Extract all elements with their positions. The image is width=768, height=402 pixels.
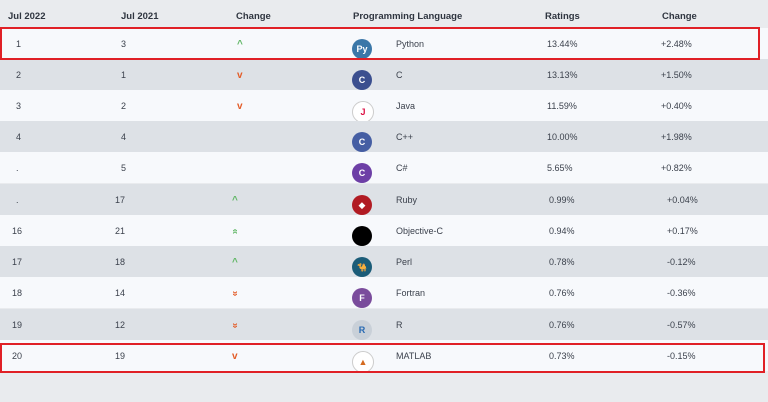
fortran-icon: F	[352, 288, 372, 308]
change-value: -0.57%	[667, 320, 696, 330]
language-name: Java	[396, 101, 416, 111]
python-icon: Py	[352, 39, 372, 59]
table-row[interactable]: 1 3 ^ Py Python 13.44% +2.48%	[0, 28, 768, 59]
csharp-icon: C	[352, 163, 372, 183]
change-value: -0.36%	[667, 288, 696, 298]
language-name: C#	[396, 163, 408, 173]
rank-2021: 14	[115, 288, 126, 298]
rating: 5.65%	[547, 163, 573, 173]
c-icon: C	[352, 70, 372, 90]
trend-down-icon: v	[232, 351, 238, 362]
perl-icon: 🐪	[352, 257, 372, 277]
language-name: R	[396, 320, 403, 330]
language-name: C	[396, 70, 403, 80]
table-row[interactable]: 4 4 C C++ 10.00% +1.98%	[0, 121, 768, 152]
table-row[interactable]: . 5 C C# 5.65% +0.82%	[0, 152, 768, 183]
rank-2022: .	[16, 195, 19, 205]
header-change-percent: Change	[662, 11, 697, 22]
rank-2021: 18	[115, 257, 126, 267]
rating: 10.00%	[547, 132, 578, 142]
rank-2021: 12	[115, 320, 126, 330]
rating: 11.59%	[547, 101, 577, 111]
trend-double-down-icon: »	[229, 290, 241, 297]
header-programming-language: Programming Language	[353, 11, 463, 22]
table-row[interactable]: 16 21 » Objective-C 0.94% +0.17%	[0, 215, 768, 246]
rating: 0.99%	[549, 195, 575, 205]
objective-c-icon	[352, 226, 372, 246]
change-value: +1.98%	[661, 132, 692, 142]
cpp-icon: C	[352, 132, 372, 152]
table-header: Jul 2022 Jul 2021 Change Programming Lan…	[0, 0, 768, 28]
trend-down-icon: v	[237, 101, 243, 112]
change-value: +2.48%	[661, 39, 692, 49]
header-jul-2022: Jul 2022	[8, 11, 46, 22]
language-name: C++	[396, 132, 414, 142]
trend-double-up-icon: »	[229, 228, 241, 235]
trend-up-icon: ^	[237, 39, 243, 50]
rank-2021: 1	[121, 70, 127, 80]
table-row[interactable]: 18 14 » F Fortran 0.76% -0.36%	[0, 277, 768, 308]
rank-2022: 20	[12, 351, 23, 361]
rank-2021: 17	[115, 195, 126, 205]
rank-2022: 16	[12, 226, 23, 236]
rank-2021: 21	[115, 226, 126, 236]
rating: 0.76%	[549, 320, 575, 330]
matlab-icon: ▲	[352, 351, 374, 373]
rating: 0.94%	[549, 226, 575, 236]
table-row[interactable]: 19 12 » R R 0.76% -0.57%	[0, 309, 768, 340]
rank-2021: 5	[121, 163, 127, 173]
rank-2021: 19	[115, 351, 126, 361]
r-icon: R	[352, 320, 372, 340]
rating: 13.13%	[547, 70, 578, 80]
language-name: Objective-C	[396, 226, 444, 236]
rank-2022: 3	[16, 101, 22, 111]
rank-2022: 18	[12, 288, 23, 298]
rank-2022: 17	[12, 257, 23, 267]
change-value: +0.17%	[667, 226, 698, 236]
trend-down-icon: v	[237, 70, 243, 81]
change-value: +0.40%	[661, 101, 692, 111]
change-value: +0.04%	[667, 195, 698, 205]
language-name: Ruby	[396, 195, 418, 205]
change-value: +1.50%	[661, 70, 692, 80]
trend-up-icon: ^	[232, 257, 238, 268]
rating: 0.78%	[549, 257, 575, 267]
header-change: Change	[236, 11, 271, 22]
header-ratings: Ratings	[545, 11, 580, 22]
trend-double-down-icon: »	[229, 322, 241, 329]
rank-2022: 1	[16, 39, 22, 49]
rank-2021: 2	[121, 101, 127, 111]
language-name: Python	[396, 39, 425, 49]
rating: 13.44%	[547, 39, 578, 49]
table-row[interactable]: 17 18 ^ 🐪 Perl 0.78% -0.12%	[0, 246, 768, 277]
trend-up-icon: ^	[232, 195, 238, 206]
java-icon: J	[352, 101, 374, 123]
table-row[interactable]: 20 19 v ▲ MATLAB 0.73% -0.15%	[0, 340, 768, 373]
rank-2022: .	[16, 163, 19, 173]
table-row[interactable]: 2 1 v C C 13.13% +1.50%	[0, 59, 768, 90]
header-jul-2021: Jul 2021	[121, 11, 159, 22]
ruby-icon: ◆	[352, 195, 372, 215]
table-row[interactable]: 3 2 v J Java 11.59% +0.40%	[0, 90, 768, 123]
rank-2021: 4	[121, 132, 127, 142]
change-value: -0.15%	[667, 351, 696, 361]
change-value: +0.82%	[661, 163, 692, 173]
language-name: MATLAB	[396, 351, 432, 361]
rank-2022: 2	[16, 70, 22, 80]
rank-2021: 3	[121, 39, 127, 49]
rating: 0.73%	[549, 351, 575, 361]
rank-2022: 4	[16, 132, 22, 142]
language-name: Perl	[396, 257, 413, 267]
table-row[interactable]: . 17 ^ ◆ Ruby 0.99% +0.04%	[0, 184, 768, 215]
rank-2022: 19	[12, 320, 23, 330]
rating: 0.76%	[549, 288, 575, 298]
language-name: Fortran	[396, 288, 426, 298]
change-value: -0.12%	[667, 257, 696, 267]
